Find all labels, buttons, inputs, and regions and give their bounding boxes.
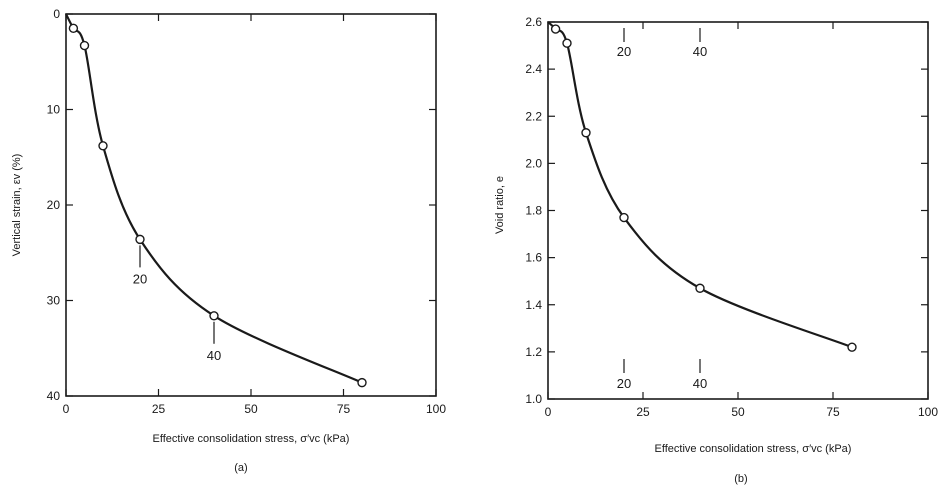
x-tick-label: 100 — [426, 402, 446, 416]
series-line — [547, 21, 853, 349]
data-point — [135, 234, 145, 245]
panel-b-points — [550, 24, 857, 352]
panel-b-x-axis-title: Effective consolidation stress, σ′vc (kP… — [655, 443, 852, 455]
data-point — [357, 377, 367, 388]
x-tick-label: 100 — [918, 405, 938, 419]
data-point — [68, 23, 79, 34]
y-tick-label: 1.8 — [525, 204, 542, 218]
panel-b-y-axis-title: Void ratio, e — [494, 176, 506, 234]
x-tick-label: 50 — [731, 405, 745, 419]
y-tick-label: 2.6 — [525, 15, 542, 29]
y-tick-label: 40 — [47, 389, 61, 403]
annotation-label: 20 — [133, 271, 147, 286]
y-tick-label: 1.2 — [525, 345, 542, 359]
y-tick-label: 1.4 — [525, 298, 542, 312]
x-tick-label: 75 — [337, 402, 351, 416]
panel-b-curve-group — [547, 21, 853, 349]
data-point — [847, 342, 857, 352]
x-tick-label: 25 — [636, 405, 650, 419]
x-tick-label: 50 — [244, 402, 258, 416]
data-point — [79, 40, 90, 51]
panel-b-plot-frame — [547, 21, 929, 400]
panel-a-ticks: 0 25 50 75 100 0 10 20 30 40 — [47, 7, 447, 416]
annotation-label: 40 — [693, 44, 707, 59]
y-tick-label: 2.0 — [525, 156, 542, 170]
y-tick-label: 2.4 — [525, 62, 542, 76]
panel-b-void-ratio-chart: 0 25 50 75 100 1.0 1.2 1.4 1.6 1.8 2.0 2.2 2.4 2.6 20… — [494, 15, 938, 485]
annotation-label: 40 — [207, 348, 221, 363]
data-point — [562, 38, 572, 48]
panel-a-points — [68, 23, 367, 388]
y-tick-label: 0 — [53, 7, 60, 21]
y-tick-label: 1.0 — [525, 392, 542, 406]
x-tick-label: 75 — [826, 405, 840, 419]
panel-a-x-axis-title: Effective consolidation stress, σ′vc (kP… — [153, 433, 350, 445]
y-tick-label: 20 — [47, 198, 61, 212]
panel-b-ticks: 0 25 50 75 100 1.0 1.2 1.4 1.6 1.8 2.0 2.2 2.4 2.6 — [525, 15, 938, 419]
panel-b-label: (b) — [734, 473, 747, 485]
data-point — [619, 212, 629, 223]
y-tick-label: 1.6 — [525, 251, 542, 265]
panel-a-label: (a) — [234, 462, 247, 474]
data-point — [209, 311, 219, 321]
data-point — [695, 283, 705, 293]
data-point — [550, 24, 561, 34]
annotation-label: 40 — [693, 376, 707, 391]
panel-b-annotations: 20 40 20 40 — [617, 28, 707, 391]
panel-a-y-axis-title: Vertical strain, εv (%) — [11, 154, 23, 257]
y-tick-label: 30 — [47, 294, 61, 308]
data-point — [98, 141, 108, 151]
x-tick-label: 25 — [152, 402, 166, 416]
data-point — [581, 128, 591, 138]
annotation-label: 20 — [617, 44, 631, 59]
y-tick-label: 10 — [47, 103, 61, 117]
y-tick-label: 2.2 — [525, 109, 542, 123]
x-tick-label: 0 — [63, 402, 70, 416]
annotation-label: 20 — [617, 376, 631, 391]
x-tick-label: 0 — [545, 405, 552, 419]
